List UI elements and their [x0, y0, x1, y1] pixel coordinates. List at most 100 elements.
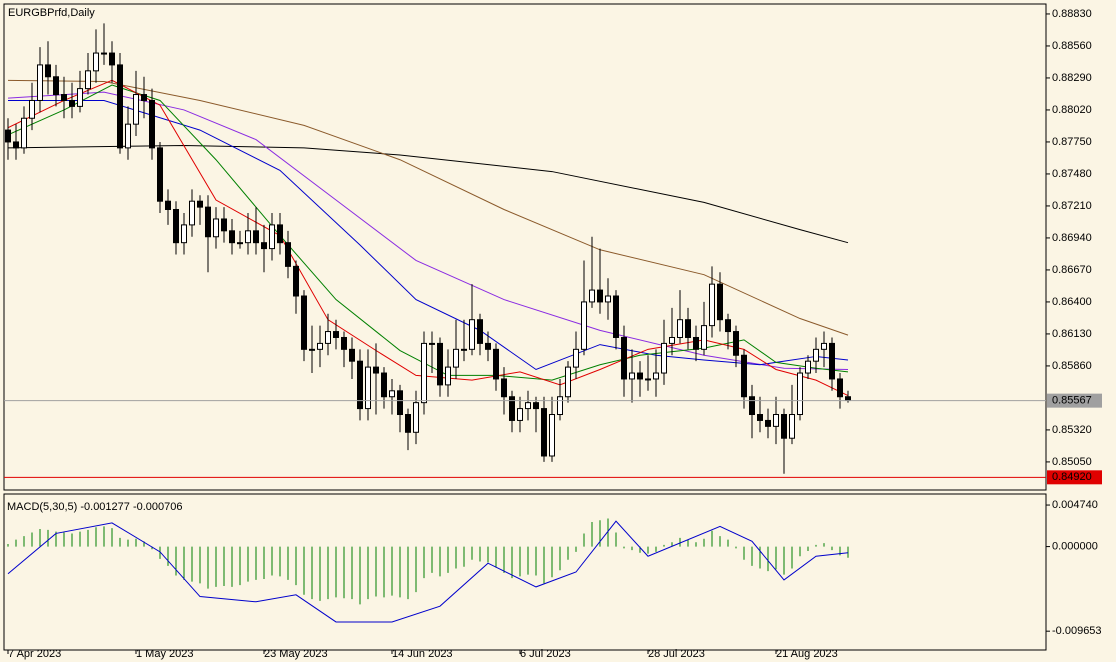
- candle-body: [301, 295, 307, 350]
- candle-body: [93, 52, 99, 72]
- candle-body: [565, 366, 571, 398]
- price-label: 0.85567: [1052, 395, 1092, 407]
- candle-body: [485, 342, 491, 350]
- candle-body: [605, 295, 611, 303]
- candle-body: [293, 265, 299, 297]
- candle-body: [669, 336, 675, 344]
- candle-body: [661, 342, 667, 374]
- y-tick-label: 0.86670: [1052, 264, 1092, 276]
- candle-body: [813, 348, 819, 362]
- candle-body: [133, 94, 139, 125]
- candle-body: [181, 224, 187, 244]
- y-tick-label: 0.004740: [1052, 499, 1098, 511]
- candle-body: [701, 325, 707, 350]
- candle-body: [461, 348, 467, 351]
- candle-body: [245, 230, 251, 244]
- candle-body: [757, 414, 763, 421]
- y-tick-label: 0.85860: [1052, 360, 1092, 372]
- candle-body: [341, 336, 347, 350]
- candle-body: [53, 76, 59, 96]
- candle-body: [717, 283, 723, 321]
- candle-body: [309, 348, 315, 351]
- candle-body: [165, 200, 171, 210]
- candle-body: [829, 342, 835, 380]
- candle-body: [269, 224, 275, 250]
- candle-body: [557, 396, 563, 416]
- moving-average-line: [7, 79, 849, 396]
- candle-body: [733, 331, 739, 356]
- x-tick-label: 23 May 2023: [264, 648, 328, 660]
- candle-body: [581, 301, 587, 350]
- chart-title: EURGBPrfd,Daily: [8, 7, 95, 19]
- candle-body: [229, 230, 235, 244]
- x-tick-label: 7 Apr 2023: [8, 648, 61, 660]
- candle-body: [61, 94, 67, 101]
- candle-body: [237, 242, 243, 245]
- candle-body: [637, 372, 643, 380]
- candle-body: [765, 419, 771, 427]
- candle-body: [709, 283, 715, 327]
- candle-body: [693, 336, 699, 350]
- candle-body: [773, 414, 779, 427]
- moving-average-line: [8, 99, 849, 371]
- signal-line: [7, 520, 849, 623]
- chart-title: MACD(5,30,5) -0.001277 -0.000706: [7, 501, 183, 513]
- candle-body: [589, 289, 595, 303]
- candle-body: [261, 242, 267, 250]
- candle-body: [549, 414, 555, 457]
- candle-body: [837, 378, 843, 398]
- moving-average-line: [7, 144, 849, 244]
- price-label-box: [1047, 470, 1102, 485]
- x-tick-label: 21 Aug 2023: [776, 648, 838, 660]
- candle-body: [677, 319, 683, 338]
- x-tick-label: 14 Jun 2023: [392, 648, 453, 660]
- candle-body: [533, 402, 539, 410]
- y-tick-label: 0.000000: [1052, 540, 1098, 552]
- candle-body: [501, 378, 507, 398]
- price-label-box: [1047, 393, 1102, 408]
- candle-body: [797, 372, 803, 416]
- candle-body: [429, 342, 435, 345]
- candle-body: [541, 408, 547, 457]
- candle-body: [373, 366, 379, 374]
- candle-body: [805, 360, 811, 374]
- candle-body: [13, 141, 19, 149]
- candle-body: [125, 123, 131, 149]
- moving-average-line: [7, 84, 849, 381]
- y-tick-label: 0.85320: [1052, 424, 1092, 436]
- candle-body: [445, 366, 451, 386]
- candle-body: [221, 218, 227, 232]
- candle-body: [469, 319, 475, 350]
- candle-body: [365, 366, 371, 410]
- candle-body: [821, 342, 827, 350]
- panel: [3, 3, 1047, 491]
- y-tick-label: 0.86940: [1052, 232, 1092, 244]
- candle-body: [253, 230, 259, 244]
- candle-body: [741, 354, 747, 398]
- candle-body: [493, 348, 499, 380]
- candle-body: [349, 348, 355, 362]
- candle-body: [477, 319, 483, 344]
- price-label: 0.84920: [1052, 471, 1092, 483]
- y-tick-label: 0.88290: [1052, 72, 1092, 84]
- candle-body: [117, 64, 123, 149]
- y-tick-label: -0.009653: [1052, 625, 1102, 637]
- candle-body: [725, 319, 731, 333]
- y-tick-label: 0.85050: [1052, 456, 1092, 468]
- candle-body: [285, 242, 291, 267]
- candle-body: [381, 372, 387, 398]
- candle-body: [405, 414, 411, 433]
- candle-body: [277, 224, 283, 244]
- candle-body: [29, 99, 35, 119]
- candle-body: [389, 390, 395, 398]
- candle-body: [845, 396, 851, 401]
- candle-body: [101, 52, 107, 55]
- y-tick-label: 0.86400: [1052, 296, 1092, 308]
- candle-body: [453, 348, 459, 368]
- candle-body: [333, 331, 339, 338]
- candle-body: [149, 99, 155, 149]
- candle-body: [749, 396, 755, 416]
- y-tick-label: 0.87480: [1052, 168, 1092, 180]
- y-tick-label: 0.86130: [1052, 328, 1092, 340]
